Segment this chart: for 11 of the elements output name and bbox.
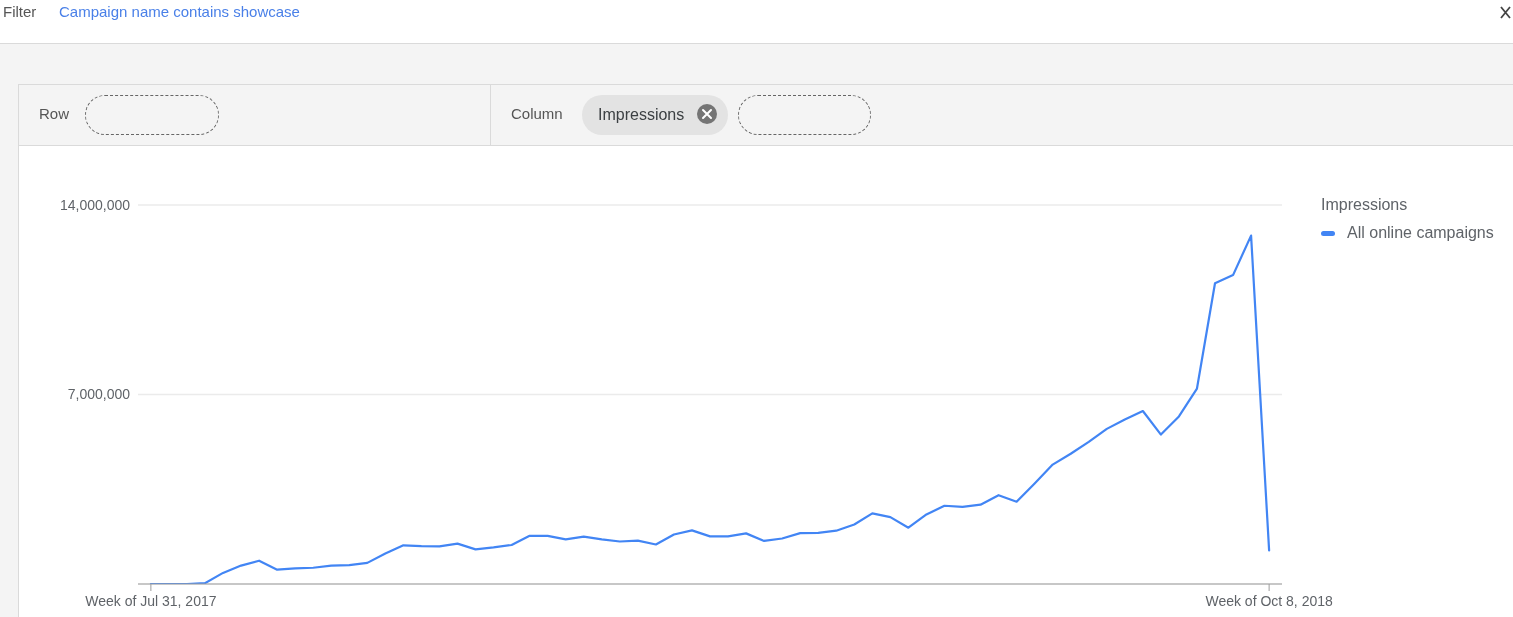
legend-title: Impressions [1321, 196, 1408, 213]
text: Column [511, 104, 563, 124]
legend-label: All online campaigns [1347, 223, 1494, 243]
text: Filter [3, 2, 37, 22]
y-tick-label: 14,000,000 [59, 196, 131, 213]
y-tick-label: 7,000,000 [67, 386, 131, 403]
text: Impressions [598, 105, 685, 125]
text: Row [39, 104, 70, 124]
text: Campaign name contains showcase [59, 2, 300, 22]
x-tick-label: Week of Jul 31, 2017 [85, 592, 217, 609]
x-tick-label: Week of Oct 8, 2018 [1205, 592, 1334, 609]
